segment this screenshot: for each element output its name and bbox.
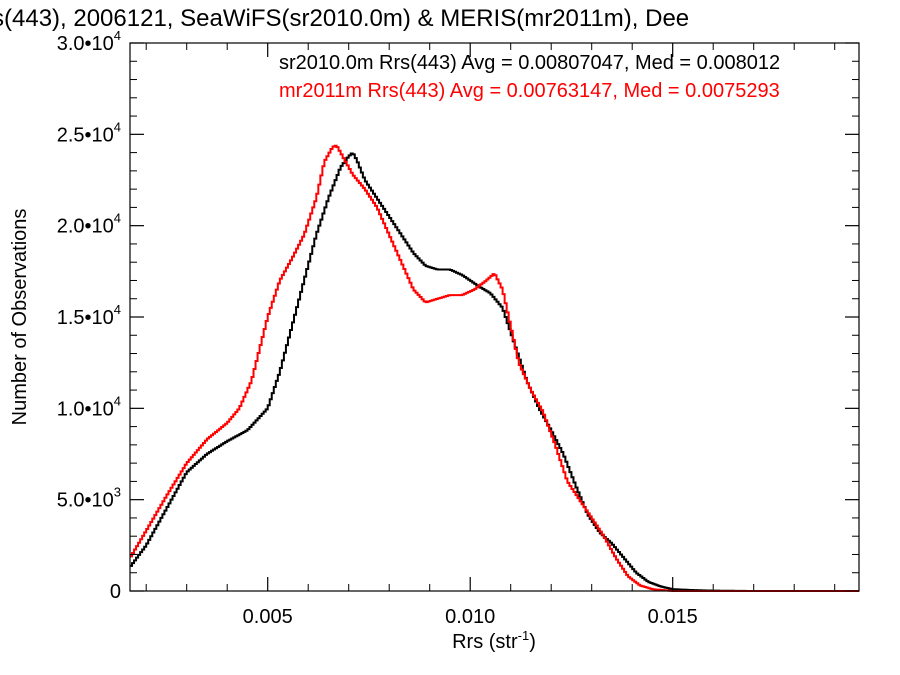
y-tick-labels: 0 5.0•103 1.0•104 1.5•104 2.0•104 2.5•104 3.0•… — [57, 28, 121, 603]
y-tick-label: 0 — [110, 581, 121, 603]
chart-title: s(443), 2006121, SeaWiFS(sr2010.0m) & ME… — [0, 5, 689, 32]
y-tick-label: 1.0•104 — [57, 393, 121, 420]
x-tick-label: 0.015 — [648, 606, 698, 628]
x-axis-title-exponent: -1 — [518, 628, 530, 643]
x-axis-title-main: Rrs (str — [452, 631, 518, 653]
x-tick-labels: 0.005 0.010 0.015 — [243, 606, 698, 628]
legend-entry-sr2010: sr2010.0m Rrs(443) Avg = 0.00807047, Med… — [279, 52, 780, 74]
x-axis-title-close: ) — [529, 631, 536, 653]
legend-entry-mr2011: mr2011m Rrs(443) Avg = 0.00763147, Med =… — [279, 80, 780, 102]
plot-frame — [129, 42, 860, 592]
y-tick-label: 1.5•104 — [57, 302, 121, 329]
y-axis-title: Number of Observations — [9, 209, 31, 426]
x-tick-label: 0.010 — [445, 606, 495, 628]
x-tick-label: 0.005 — [243, 606, 293, 628]
y-tick-label: 2.5•104 — [57, 119, 121, 146]
series-line-0 — [130, 152, 859, 592]
series-curves — [130, 144, 859, 592]
y-tick-label: 5.0•103 — [57, 485, 121, 512]
x-axis-title: Rrs (str-1) — [452, 628, 536, 653]
y-tick-label: 2.0•104 — [57, 211, 121, 238]
y-tick-label: 3.0•104 — [57, 28, 121, 55]
series-line-1 — [130, 144, 859, 592]
axis-ticks — [130, 42, 859, 592]
